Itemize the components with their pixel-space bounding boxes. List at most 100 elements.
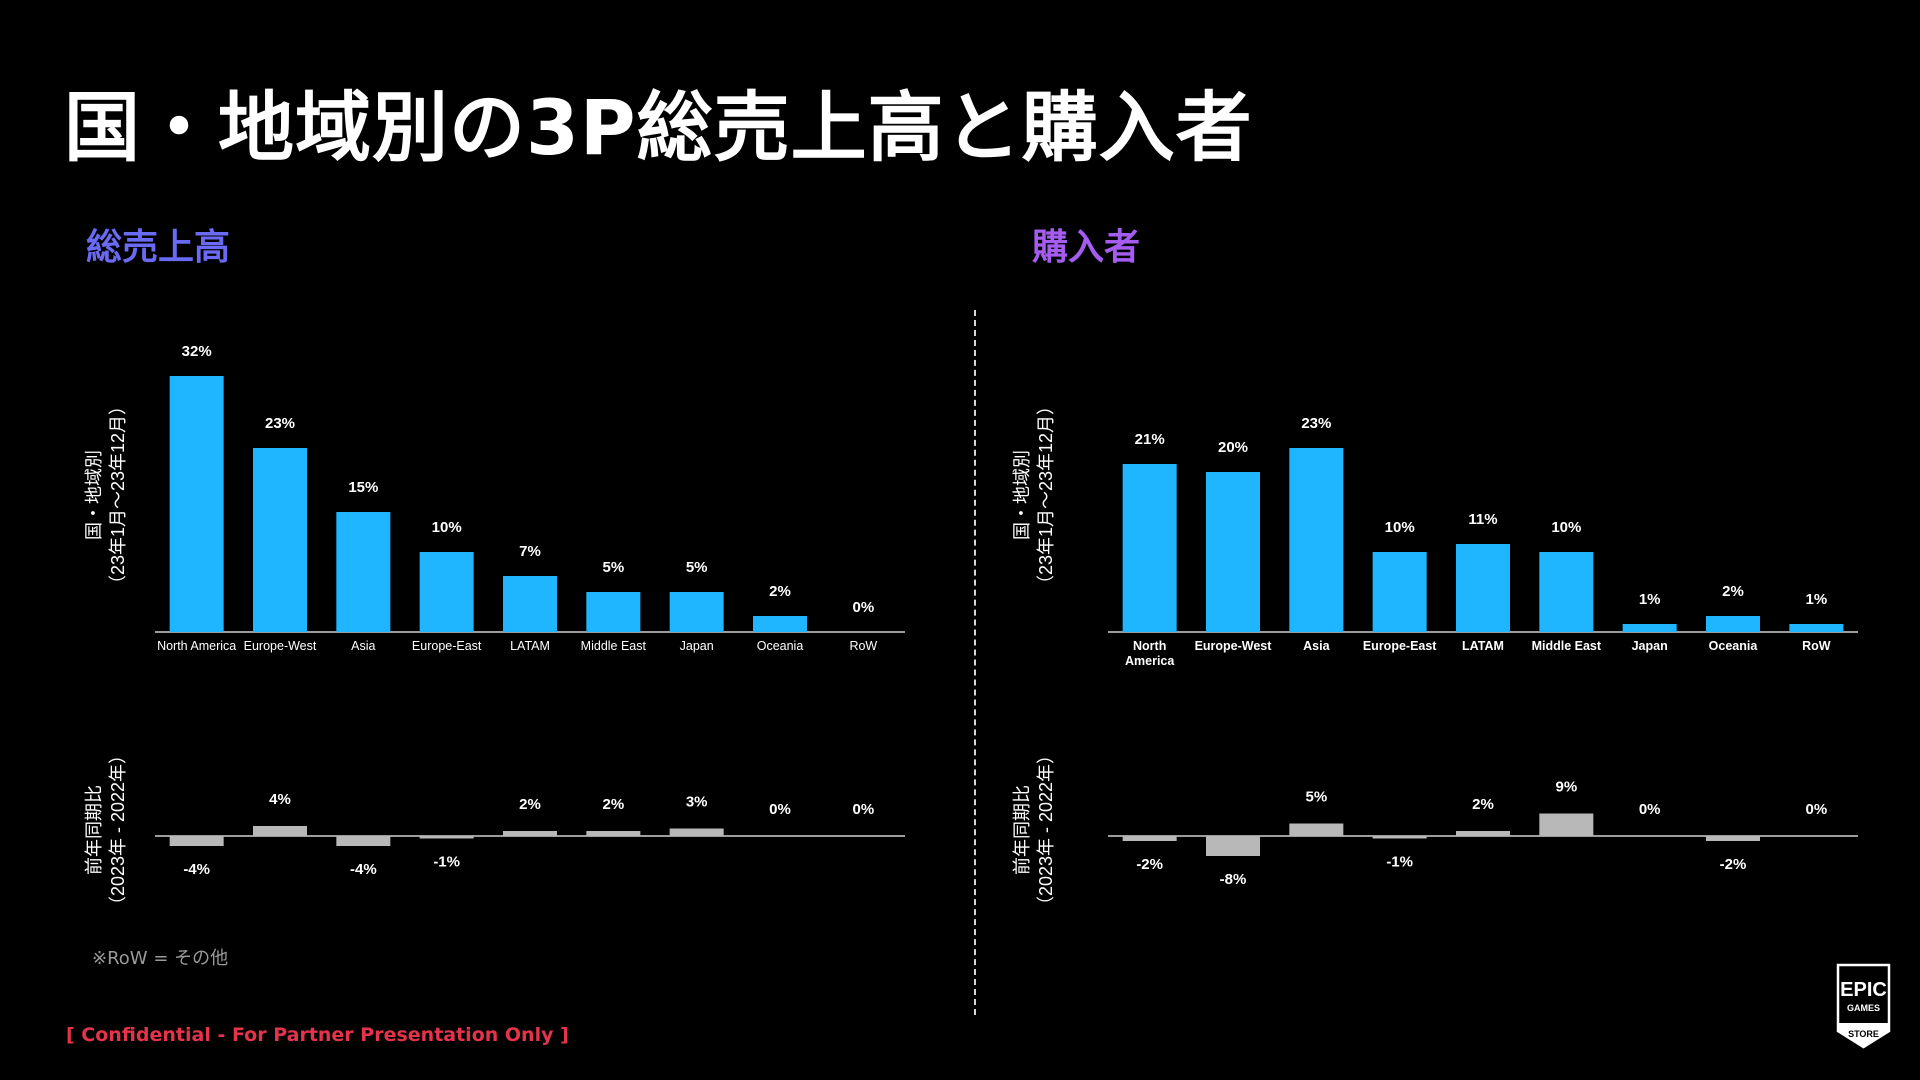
category-label-north-america: North America: [157, 639, 236, 653]
bar-europe-east: [1372, 552, 1427, 632]
bar-value-label-north-america: 32%: [182, 343, 212, 360]
yoy-axis-title-line1: 前年同期比: [84, 785, 104, 875]
bar-europe-west: [253, 448, 307, 632]
bar-latam: [1456, 544, 1510, 632]
purchasers-section-title: 購入者: [1032, 227, 1141, 268]
category-label-middle-east: Middle East: [1532, 639, 1602, 653]
bar-value-label-oceania: 2%: [769, 583, 791, 600]
main-axis-title-line2: （23年1月〜23年12月）: [1036, 397, 1056, 593]
bar-middle-east: [586, 592, 641, 632]
bar-value-label-north-america: 21%: [1135, 431, 1165, 448]
bar-value-label-europe-east: 10%: [1385, 519, 1415, 536]
yoy-value-label-oceania: 0%: [769, 801, 791, 818]
panel-divider: [974, 310, 976, 1015]
category-label-north-america: America: [1125, 654, 1175, 668]
bar-value-label-europe-east: 10%: [432, 519, 462, 536]
gross-sales-chart: 国・地域別 （23年1月〜23年12月） 前年同期比 （2023年 - 2022年） 3…: [84, 343, 905, 914]
main-axis-title: 国・地域別 （23年1月〜23年12月）: [1012, 397, 1056, 593]
bar-value-label-europe-west: 20%: [1218, 439, 1248, 456]
bar-value-label-middle-east: 5%: [602, 559, 624, 576]
epic-games-store-logo: EPIC GAMES STORE: [1836, 963, 1891, 1049]
yoy-bar-europe-east: [1372, 836, 1427, 839]
yoy-value-label-north-america: -2%: [1136, 856, 1163, 873]
logo-text-epic: EPIC: [1840, 979, 1887, 1001]
category-label-europe-east: Europe-East: [1363, 639, 1437, 653]
yoy-value-label-row: 0%: [852, 801, 874, 818]
yoy-value-label-asia: 5%: [1305, 789, 1327, 806]
bar-japan: [669, 592, 724, 632]
main-axis-title-line2: （23年1月〜23年12月）: [108, 397, 128, 593]
purchasers-chart: 国・地域別 （23年1月〜23年12月） 前年同期比 （2023年 - 2022年） 2…: [1012, 397, 1858, 914]
yoy-bar-middle-east: [1539, 813, 1594, 836]
bar-middle-east: [1539, 552, 1594, 632]
bar-latam: [503, 576, 557, 632]
bar-japan: [1622, 624, 1677, 632]
gross-sales-section-title: 総売上高: [86, 227, 231, 268]
category-label-asia: Asia: [351, 639, 375, 653]
purchasers-chart-panel: 国・地域別 （23年1月〜23年12月） 前年同期比 （2023年 - 2022年） 2…: [940, 290, 1900, 970]
bar-europe-west: [1206, 472, 1260, 632]
yoy-value-label-latam: 2%: [1472, 796, 1494, 813]
bar-value-label-japan: 5%: [686, 559, 708, 576]
bar-europe-east: [419, 552, 474, 632]
yoy-bar-japan: [669, 828, 724, 836]
bar-oceania: [1706, 616, 1760, 632]
bar-value-label-asia: 15%: [348, 479, 378, 496]
bar-oceania: [753, 616, 807, 632]
bar-asia: [1289, 448, 1344, 632]
category-label-latam: LATAM: [510, 639, 550, 653]
yoy-axis-title-line2: （2023年 - 2022年）: [108, 746, 128, 914]
category-label-latam: LATAM: [1462, 639, 1504, 653]
category-label-middle-east: Middle East: [581, 639, 647, 653]
bar-value-label-asia: 23%: [1301, 415, 1331, 432]
yoy-value-label-middle-east: 2%: [602, 796, 624, 813]
yoy-value-label-asia: -4%: [350, 861, 377, 878]
yoy-value-label-latam: 2%: [519, 796, 541, 813]
category-label-europe-east: Europe-East: [412, 639, 482, 653]
bar-north-america: [169, 376, 224, 632]
yoy-value-label-europe-east: -1%: [433, 854, 460, 871]
row-footnote: ※RoW = その他: [92, 948, 229, 969]
logo-text-games: GAMES: [1847, 1003, 1880, 1013]
yoy-value-label-north-america: -4%: [183, 861, 210, 878]
bar-value-label-row: 0%: [852, 599, 874, 616]
bar-north-america: [1122, 464, 1177, 632]
category-label-north-america: North: [1133, 639, 1166, 653]
yoy-value-label-oceania: -2%: [1720, 856, 1747, 873]
yoy-value-label-europe-west: 4%: [269, 791, 291, 808]
bar-value-label-row: 1%: [1805, 591, 1827, 608]
yoy-value-label-japan: 0%: [1639, 801, 1661, 818]
category-label-europe-west: Europe-West: [1195, 639, 1273, 653]
yoy-value-label-europe-east: -1%: [1386, 854, 1413, 871]
yoy-bar-asia: [336, 836, 391, 846]
category-label-oceania: Oceania: [1709, 639, 1759, 653]
category-label-japan: Japan: [680, 639, 714, 653]
main-axis-title-line1: 国・地域別: [84, 450, 104, 540]
yoy-axis-title-line2: （2023年 - 2022年）: [1036, 746, 1056, 914]
yoy-axis-title-line1: 前年同期比: [1012, 785, 1032, 875]
yoy-bar-latam: [503, 831, 557, 836]
category-label-japan: Japan: [1632, 639, 1668, 653]
yoy-bar-middle-east: [586, 831, 641, 836]
bar-value-label-japan: 1%: [1639, 591, 1661, 608]
category-label-europe-west: Europe-West: [244, 639, 317, 653]
bar-value-label-middle-east: 10%: [1551, 519, 1581, 536]
bar-row: [1789, 624, 1844, 632]
yoy-bar-asia: [1289, 823, 1344, 836]
category-label-row: RoW: [1802, 639, 1831, 653]
bar-value-label-europe-west: 23%: [265, 415, 295, 432]
yoy-value-label-europe-west: -8%: [1220, 871, 1247, 888]
yoy-value-label-middle-east: 9%: [1555, 779, 1577, 796]
yoy-axis-title: 前年同期比 （2023年 - 2022年）: [84, 746, 128, 914]
logo-text-store: STORE: [1848, 1029, 1879, 1039]
main-axis-title: 国・地域別 （23年1月〜23年12月）: [84, 397, 128, 593]
main-axis-title-line1: 国・地域別: [1012, 450, 1032, 540]
yoy-bar-north-america: [169, 836, 224, 846]
yoy-axis-title: 前年同期比 （2023年 - 2022年）: [1012, 746, 1056, 914]
bar-asia: [336, 512, 391, 632]
yoy-bar-north-america: [1122, 836, 1177, 841]
yoy-value-label-row: 0%: [1805, 801, 1827, 818]
category-label-row: RoW: [849, 639, 877, 653]
yoy-bar-europe-west: [1206, 836, 1260, 856]
category-label-oceania: Oceania: [757, 639, 804, 653]
